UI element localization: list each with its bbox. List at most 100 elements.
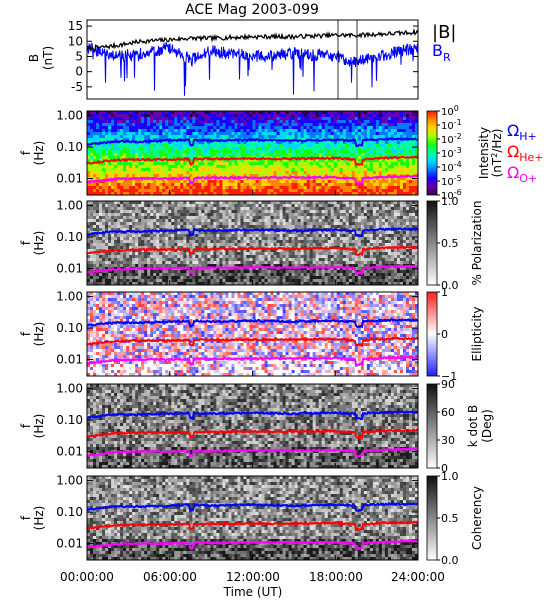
y-tick-label: 1.00 xyxy=(56,290,83,304)
legend-b-r: BR xyxy=(432,41,451,64)
y-tick-label: 0.01 xyxy=(56,262,83,276)
coherency-spectrogram xyxy=(87,476,419,561)
y-label-hz: (Hz) xyxy=(32,231,46,256)
colorbar-tick-label: 100 xyxy=(441,104,459,118)
panel-kdotb: 1.00 0.10 0.01 f (Hz) 90 60 30 0 k dot B (Deg) xyxy=(19,378,494,475)
y-tick-label: 0.10 xyxy=(56,230,83,244)
x-axis-label: Time (UT) xyxy=(223,585,283,599)
ion-o-line xyxy=(86,264,419,277)
y-label-f: f xyxy=(19,150,33,155)
ion-h-line xyxy=(86,318,419,329)
colorbar-title: Ellipticity xyxy=(470,307,484,362)
ion-h-line xyxy=(86,501,419,513)
y-tick-label: 1.00 xyxy=(56,382,83,396)
top-y-tick-label: 15 xyxy=(68,19,83,33)
ion-o-line xyxy=(86,355,419,367)
y-label-hz: (Hz) xyxy=(32,414,46,439)
y-label-hz: (Hz) xyxy=(32,506,46,531)
colorbar-tick-label: 0 xyxy=(441,462,448,475)
colorbar-tick-label: 1.0 xyxy=(441,195,459,208)
coherency-colorbar xyxy=(426,475,438,561)
y-tick-label: 1.00 xyxy=(56,199,83,213)
top-ylabel-unit: (nT) xyxy=(41,46,55,70)
panel-polarization: 1.00 0.10 0.01 f (Hz) 1.0 0.5 0.0 % Polarization xyxy=(19,195,484,292)
y-tick-label: 0.10 xyxy=(56,413,83,427)
x-tick-label: 00:00:00 xyxy=(60,570,114,584)
x-tick-label: 12:00:00 xyxy=(226,570,280,584)
y-label-f: f xyxy=(19,240,33,245)
colorbar-title: k dot B xyxy=(466,405,480,447)
y-tick-label: 0.01 xyxy=(56,445,83,459)
top-panel-ylabel: B (nT) xyxy=(27,46,55,70)
top-y-tick-label: 5 xyxy=(75,49,83,63)
x-tick-label: 18:00:00 xyxy=(309,570,363,584)
top-y-tick-label: 10 xyxy=(68,34,83,48)
y-tick-label: 0.10 xyxy=(56,321,83,335)
y-tick-label: 0.10 xyxy=(56,505,83,519)
y-tick-label: 0.10 xyxy=(56,140,83,154)
colorbar-tick-label: 1 xyxy=(441,286,448,299)
y-label-f: f xyxy=(19,423,33,428)
y-label-hz: (Hz) xyxy=(32,322,46,347)
colorbar-tick-label: 0.5 xyxy=(441,237,459,250)
colorbar-title-units: (Deg) xyxy=(480,409,494,443)
colorbar-tick-label: 30 xyxy=(441,434,455,447)
ion-he-line xyxy=(86,336,419,348)
spectral-panels: 1.000.100.01f (Hz)10010-110-210-310-410-5… xyxy=(19,104,504,567)
ion-h-line xyxy=(86,136,419,148)
figure-title: ACE Mag 2003-099 xyxy=(185,2,319,18)
intensity-spectrogram xyxy=(87,111,419,196)
ellipticity-colorbar xyxy=(426,291,438,377)
x-tick-label: 06:00:00 xyxy=(143,570,197,584)
colorbar-tick-label: 60 xyxy=(441,406,455,419)
y-tick-label: 0.01 xyxy=(56,172,83,186)
legend-b-mag: |B| xyxy=(432,22,456,43)
ion-legend-entry: ΩO+ xyxy=(507,163,537,185)
ion-legend-entry: ΩHe+ xyxy=(507,142,544,164)
polarization-spectrogram xyxy=(87,201,419,286)
colorbar-tick-label: 0.0 xyxy=(441,554,459,567)
colorbar-title: Intensity xyxy=(477,127,491,179)
colorbar-tick-label: 0 xyxy=(441,328,448,341)
y-label-f: f xyxy=(19,331,33,336)
ion-legend: ΩH+ΩHe+ΩO+ xyxy=(507,121,544,185)
colorbar-title-units: (nT2/Hz) xyxy=(490,129,504,178)
panel-intensity: 1.00 0.10 0.01 f (Hz) 10010-110-210-310-410-5… xyxy=(19,104,504,202)
y-label-hz: (Hz) xyxy=(32,141,46,166)
colorbar-tick-label: 10-5 xyxy=(441,174,462,188)
series-b-r-line xyxy=(86,42,419,96)
colorbar-title: % Polarization xyxy=(470,201,484,286)
colorbar-tick-label: 0.5 xyxy=(441,512,459,525)
ion-he-line xyxy=(86,245,419,257)
ion-o-line xyxy=(86,539,419,551)
ion-he-line xyxy=(87,520,419,532)
colorbar-tick-label: 1.0 xyxy=(441,470,459,483)
panel-coherency: 1.00 0.10 0.01 f (Hz) 1.0 0.5 0.0 Coherency xyxy=(19,470,484,567)
panel-ellipticity: 1.00 0.10 0.01 f (Hz) 1 0 −1 Ellipticity xyxy=(19,286,484,383)
colorbar-tick-label: 0.0 xyxy=(441,279,459,292)
series-b-mag-line xyxy=(86,28,419,53)
top-y-tick-label: 0 xyxy=(75,65,83,79)
intensity-colorbar xyxy=(426,110,438,196)
y-tick-label: 0.01 xyxy=(56,537,83,551)
y-label-f: f xyxy=(19,515,33,520)
colorbar-tick-label: 10-6 xyxy=(441,188,462,202)
y-tick-label: 1.00 xyxy=(56,474,83,488)
polarization-colorbar xyxy=(426,200,438,286)
kdotb-colorbar xyxy=(426,383,438,469)
ellipticity-spectrogram xyxy=(87,292,419,377)
ion-o-line xyxy=(86,447,419,459)
ion-legend-entry: ΩH+ xyxy=(507,121,537,143)
y-tick-label: 0.01 xyxy=(56,353,83,367)
colorbar-tick-label: 10-4 xyxy=(441,160,462,174)
ion-he-line xyxy=(86,428,418,441)
top-y-tick-label: -5 xyxy=(71,80,83,94)
colorbar-tick-label: 10-3 xyxy=(441,146,462,160)
colorbar-tick-label: 90 xyxy=(441,378,455,391)
ion-o-line xyxy=(86,174,419,186)
colorbar-tick-label: 10-2 xyxy=(441,132,462,146)
x-tick-label: 24:00:00 xyxy=(391,570,445,584)
colorbar-tick-label: 10-1 xyxy=(441,118,462,132)
